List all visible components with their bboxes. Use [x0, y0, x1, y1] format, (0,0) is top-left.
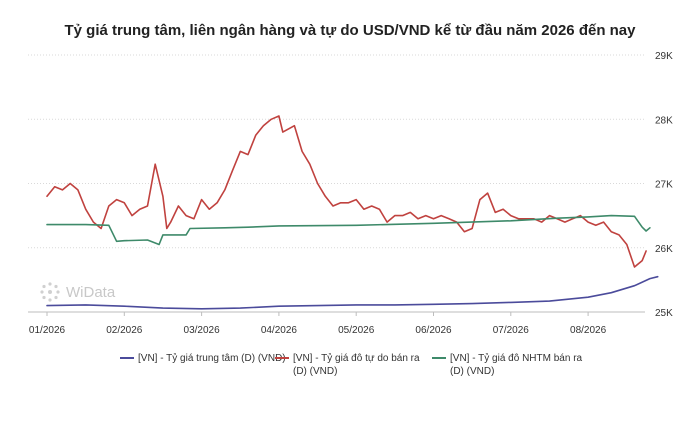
x-tick-label: 02/2026: [106, 325, 143, 336]
legend-label: [VN] - Tỷ giá trung tâm (D) (VND): [138, 353, 286, 364]
legend-label: [VN] - Tỷ giá đô NHTM bán ra (D) (VND): [450, 353, 583, 377]
watermark: WiData: [40, 282, 115, 302]
y-tick-label: 26K: [655, 244, 673, 255]
x-tick-label: 07/2026: [493, 325, 530, 336]
series-line-0[interactable]: [46, 275, 659, 310]
x-tick-label: 01/2026: [29, 325, 66, 336]
y-tick-label: 27K: [655, 180, 673, 191]
x-tick-label: 04/2026: [261, 325, 298, 336]
chart-title: Tỷ giá trung tâm, liên ngân hàng và tự d…: [64, 22, 636, 39]
legend-swatch-icon: [432, 357, 446, 359]
series-line-2[interactable]: [46, 214, 651, 246]
legend-item-central[interactable]: [VN] - Tỷ giá trung tâm (D) (VND): [120, 352, 288, 365]
series-line-1[interactable]: [46, 115, 647, 268]
x-tick-label: 03/2026: [184, 325, 221, 336]
x-tick-label: 08/2026: [570, 325, 607, 336]
watermark-text: WiData: [66, 283, 116, 301]
y-tick-label: 25K: [655, 308, 673, 319]
legend-swatch-icon: [275, 357, 289, 359]
legend-swatch-icon: [120, 357, 134, 359]
legend-label: [VN] - Tỷ giá đô tự do bán ra (D) (VND): [293, 353, 420, 377]
x-tick-label: 05/2026: [338, 325, 375, 336]
chart-legend: [VN] - Tỷ giá trung tâm (D) (VND) [VN] -…: [0, 352, 700, 382]
legend-item-free[interactable]: [VN] - Tỷ giá đô tự do bán ra (D) (VND): [275, 352, 423, 378]
widata-logo-icon: [40, 282, 60, 302]
y-tick-label: 29K: [655, 51, 673, 62]
x-tick-label: 06/2026: [415, 325, 452, 336]
y-tick-label: 28K: [655, 115, 673, 126]
legend-item-bank[interactable]: [VN] - Tỷ giá đô NHTM bán ra (D) (VND): [432, 352, 590, 378]
